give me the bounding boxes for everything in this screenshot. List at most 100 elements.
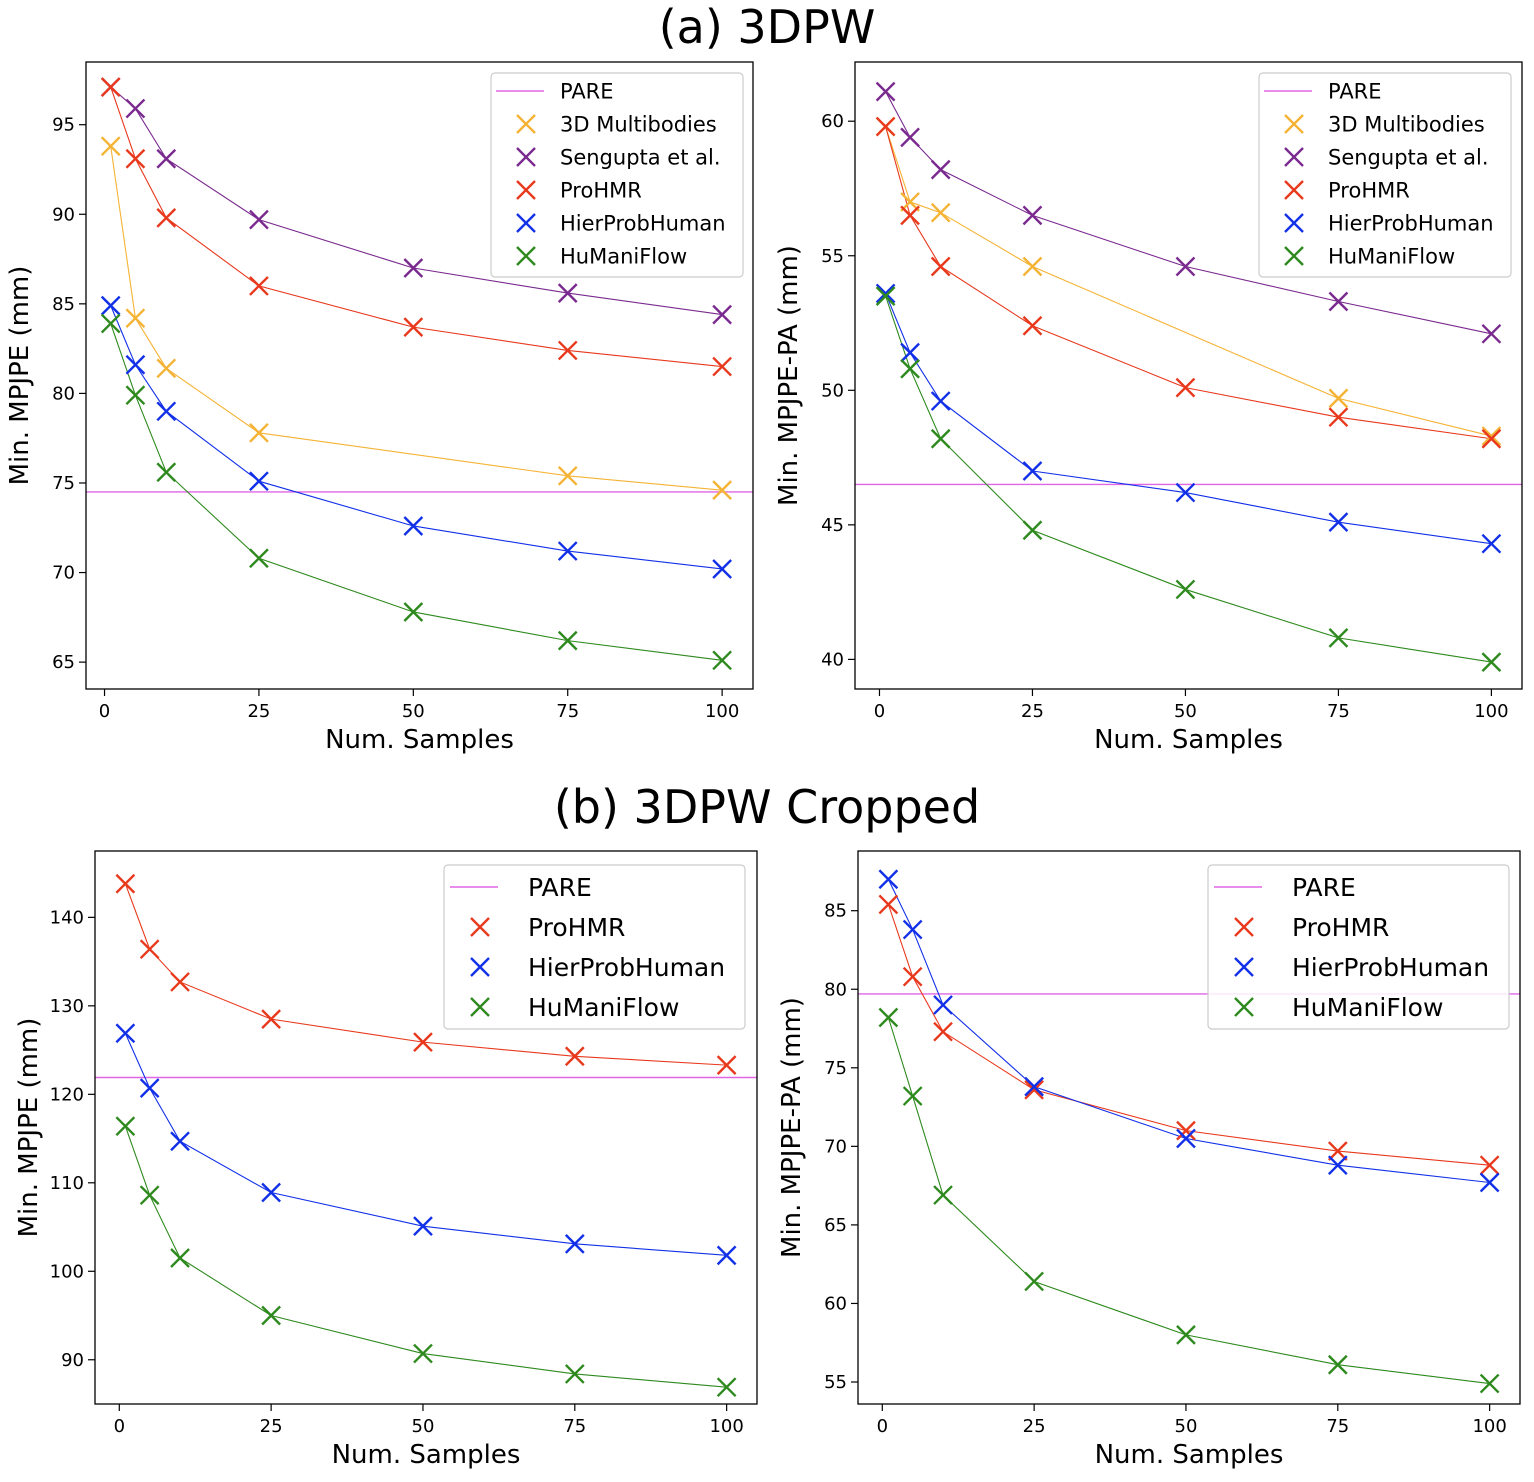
legend-label-pare: PARE <box>560 80 614 104</box>
data-point-3d-multibodies <box>712 480 732 500</box>
legend-label-3d-multibodies: 3D Multibodies <box>560 113 717 137</box>
data-point-sengupta-et-al <box>900 127 920 148</box>
y-axis-label: Min. MPJPE-PA (mm) <box>774 245 804 506</box>
y-tick-label: 80 <box>52 383 75 404</box>
data-point-humaniflow <box>1479 1373 1500 1394</box>
x-tick-label: 25 <box>260 1416 283 1437</box>
data-point-sengupta-et-al <box>156 148 177 169</box>
data-point-hierprobhuman <box>1176 1128 1196 1149</box>
x-tick-label: 100 <box>1474 701 1508 722</box>
data-point-sengupta-et-al <box>249 209 269 230</box>
data-point-prohmr <box>1175 377 1196 398</box>
legend-marker-prohmr <box>1234 917 1254 937</box>
y-tick-label: 65 <box>824 1215 847 1236</box>
legend-marker-hierprobhuman <box>470 957 490 977</box>
legend-label-sengupta-et-al: Sengupta et al. <box>560 146 721 170</box>
series-line-3d-multibodies <box>110 146 723 491</box>
data-point-3d-multibodies <box>1022 256 1043 277</box>
data-point-prohmr <box>403 317 424 337</box>
y-tick-label: 65 <box>52 652 75 673</box>
y-tick-label: 40 <box>821 649 844 670</box>
legend-box <box>490 72 744 278</box>
data-point-hierprobhuman <box>1024 1076 1044 1097</box>
data-point-prohmr <box>875 116 896 137</box>
legend-label-prohmr: ProHMR <box>1292 913 1389 942</box>
data-point-humaniflow <box>1328 628 1349 648</box>
x-axis-label: Num. Samples <box>1094 725 1283 755</box>
data-point-humaniflow <box>875 286 896 306</box>
y-tick-label: 85 <box>824 901 847 922</box>
data-point-humaniflow <box>249 548 269 569</box>
data-point-humaniflow <box>900 358 920 379</box>
legend-label-hierprobhuman: HierProbHuman <box>560 212 726 236</box>
data-point-sengupta-et-al <box>1328 291 1349 312</box>
data-point-3d-multibodies <box>930 202 951 223</box>
data-point-hierprobhuman <box>156 401 177 422</box>
data-point-prohmr <box>249 276 269 296</box>
y-tick-label: 85 <box>52 294 75 315</box>
data-point-3d-multibodies <box>1481 426 1502 446</box>
x-tick-label: 50 <box>1174 701 1197 722</box>
legend: PARE 3D Multibodies Sengupta et al. ProHMR H… <box>1258 72 1512 278</box>
data-point-prohmr <box>261 1009 281 1029</box>
plot-area <box>855 81 1522 672</box>
data-point-hierprobhuman <box>878 869 899 890</box>
data-point-humaniflow <box>1022 520 1043 541</box>
data-point-prohmr <box>1481 428 1502 449</box>
legend-label-prohmr: ProHMR <box>1328 179 1410 203</box>
y-axis-label: Min. MPJPE (mm) <box>5 266 35 486</box>
data-point-humaniflow <box>139 1185 160 1206</box>
y-tick-label: 130 <box>50 996 84 1017</box>
data-point-humaniflow <box>930 428 951 449</box>
legend-label-humaniflow: HuManiFlow <box>560 245 687 269</box>
legend-label-3d-multibodies: 3D Multibodies <box>1328 113 1485 137</box>
section-title-a: (a) 3DPW <box>658 0 876 54</box>
plot-area <box>86 77 753 671</box>
data-point-humaniflow <box>1481 652 1502 672</box>
data-point-hierprobhuman <box>1328 512 1349 533</box>
y-tick-label: 120 <box>50 1084 84 1105</box>
data-point-humaniflow <box>557 630 578 651</box>
data-point-hierprobhuman <box>1022 461 1043 481</box>
data-point-humaniflow <box>261 1305 281 1326</box>
y-tick-label: 70 <box>52 563 75 584</box>
legend-label-hierprobhuman: HierProbHuman <box>1292 953 1489 982</box>
data-point-humaniflow <box>878 1007 899 1028</box>
y-tick-label: 75 <box>52 473 75 494</box>
data-point-hierprobhuman <box>875 283 896 304</box>
data-point-sengupta-et-al <box>557 283 578 303</box>
data-point-humaniflow <box>413 1343 433 1364</box>
data-point-prohmr <box>878 894 899 915</box>
plot-frame <box>857 850 1521 1405</box>
data-point-3d-multibodies <box>125 308 146 329</box>
legend-marker-hierprobhuman <box>1234 957 1254 977</box>
data-point-hierprobhuman <box>900 342 920 363</box>
legend-marker-humaniflow <box>516 246 536 266</box>
data-point-hierprobhuman <box>249 471 269 492</box>
y-tick-label: 140 <box>50 907 84 928</box>
x-tick-label: 25 <box>1023 1416 1046 1437</box>
data-point-sengupta-et-al <box>930 159 951 180</box>
data-point-sengupta-et-al <box>1481 323 1502 344</box>
data-point-hierprobhuman <box>712 559 732 579</box>
data-point-humaniflow <box>1176 1325 1196 1345</box>
legend-label-humaniflow: HuManiFlow <box>1328 245 1455 269</box>
data-point-prohmr <box>716 1055 737 1075</box>
x-tick-label: 100 <box>1472 1416 1506 1437</box>
x-tick-label: 75 <box>563 1416 586 1437</box>
x-tick-label: 75 <box>556 701 579 722</box>
legend-label-humaniflow: HuManiFlow <box>528 993 679 1022</box>
data-point-prohmr <box>1022 315 1043 336</box>
data-point-hierprobhuman <box>930 391 951 411</box>
legend-label-pare: PARE <box>1328 80 1382 104</box>
legend-marker-sengupta-et-al <box>516 147 536 167</box>
legend-label-sengupta-et-al: Sengupta et al. <box>1328 146 1489 170</box>
y-tick-label: 55 <box>824 1372 847 1393</box>
legend-label-prohmr: ProHMR <box>528 913 625 942</box>
plot-frame <box>85 61 754 690</box>
y-tick-label: 100 <box>50 1261 84 1282</box>
x-axis-label: Num. Samples <box>332 1440 521 1470</box>
